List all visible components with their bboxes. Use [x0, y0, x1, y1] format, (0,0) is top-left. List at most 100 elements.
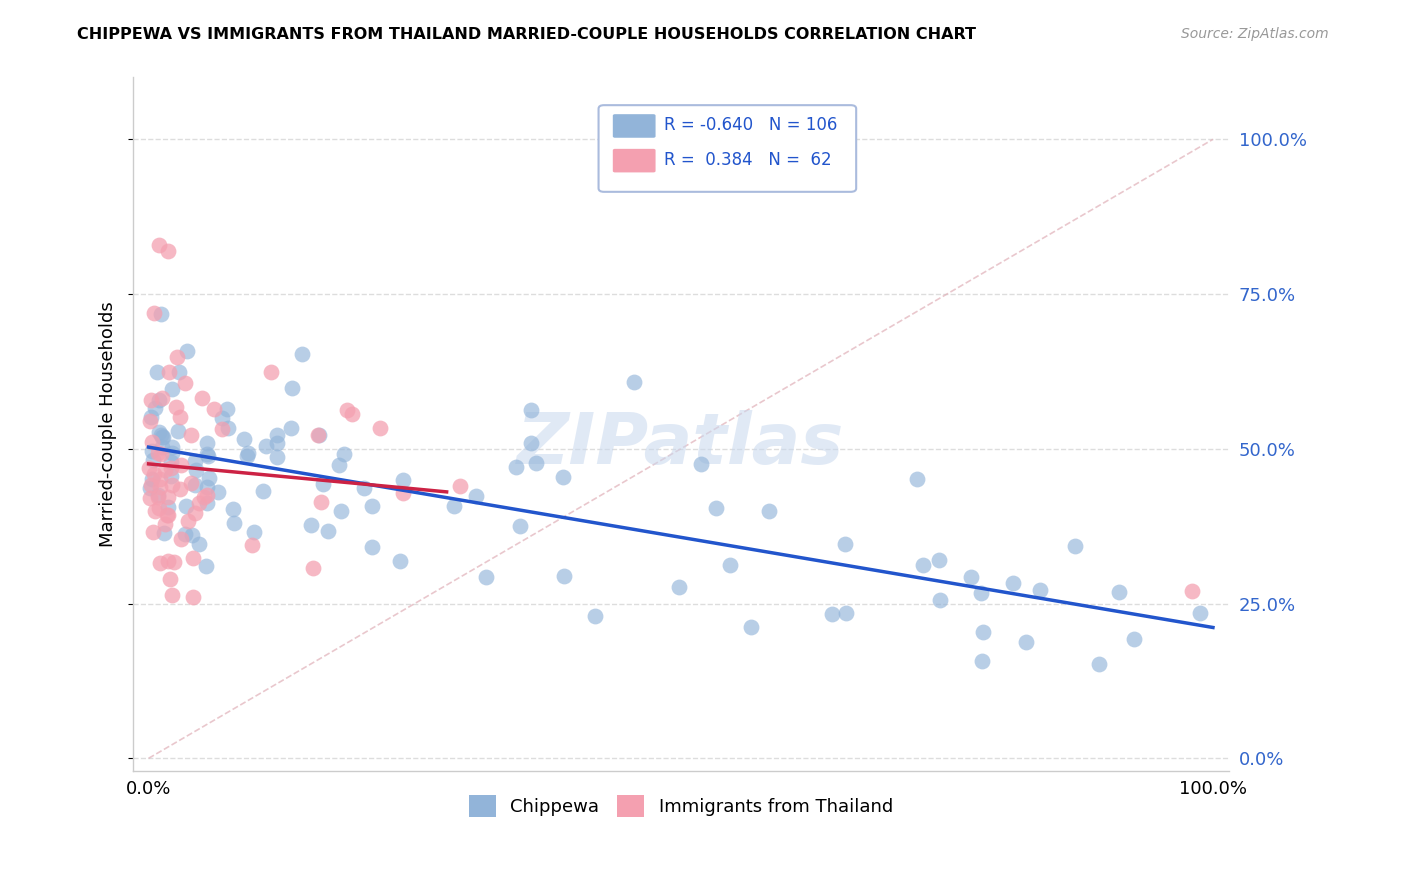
Immigrants from Thailand	[163, 555, 186, 569]
Immigrants from Thailand	[340, 407, 363, 421]
Chippewa	[139, 481, 162, 495]
Chippewa	[328, 458, 350, 472]
Chippewa	[160, 445, 183, 459]
FancyBboxPatch shape	[613, 149, 655, 172]
Immigrants from Thailand	[141, 392, 163, 407]
Chippewa	[972, 625, 994, 640]
Immigrants from Thailand	[307, 428, 329, 442]
Chippewa	[668, 580, 690, 594]
Chippewa	[758, 504, 780, 518]
Immigrants from Thailand	[150, 447, 173, 461]
Immigrants from Thailand	[156, 244, 179, 258]
Immigrants from Thailand	[138, 460, 160, 475]
Chippewa	[509, 519, 531, 533]
Immigrants from Thailand	[157, 554, 180, 568]
Immigrants from Thailand	[146, 490, 169, 504]
Chippewa	[704, 501, 727, 516]
Chippewa	[207, 485, 229, 500]
Chippewa	[252, 483, 274, 498]
Immigrants from Thailand	[180, 475, 202, 490]
Chippewa	[197, 449, 219, 463]
Chippewa	[183, 454, 205, 468]
Chippewa	[243, 525, 266, 540]
Immigrants from Thailand	[202, 401, 225, 416]
Chippewa	[526, 456, 548, 470]
Chippewa	[198, 471, 221, 485]
Immigrants from Thailand	[302, 561, 325, 575]
Immigrants from Thailand	[138, 414, 160, 428]
Chippewa	[254, 439, 277, 453]
Chippewa	[181, 527, 204, 541]
Immigrants from Thailand	[156, 508, 179, 523]
Immigrants from Thailand	[391, 485, 413, 500]
Chippewa	[1015, 634, 1038, 648]
Chippewa	[1063, 539, 1085, 553]
Chippewa	[960, 570, 983, 584]
Immigrants from Thailand	[181, 590, 204, 604]
Chippewa	[443, 499, 465, 513]
Chippewa	[280, 421, 302, 435]
Chippewa	[928, 553, 950, 567]
Chippewa	[150, 440, 173, 454]
Immigrants from Thailand	[170, 533, 193, 547]
Chippewa	[195, 447, 218, 461]
Immigrants from Thailand	[183, 506, 205, 520]
Chippewa	[143, 401, 166, 415]
Immigrants from Thailand	[260, 365, 283, 379]
Text: R =  0.384   N =  62: R = 0.384 N = 62	[664, 151, 832, 169]
Chippewa	[1029, 582, 1052, 597]
Immigrants from Thailand	[142, 467, 165, 481]
Immigrants from Thailand	[165, 401, 187, 415]
Text: Source: ZipAtlas.com: Source: ZipAtlas.com	[1181, 27, 1329, 41]
FancyBboxPatch shape	[613, 114, 655, 137]
Immigrants from Thailand	[157, 364, 180, 378]
Immigrants from Thailand	[166, 351, 188, 365]
Chippewa	[911, 558, 934, 572]
Chippewa	[388, 554, 411, 568]
Immigrants from Thailand	[155, 516, 177, 531]
Chippewa	[142, 453, 165, 467]
Chippewa	[329, 504, 352, 518]
Chippewa	[236, 446, 259, 460]
Legend: Chippewa, Immigrants from Thailand: Chippewa, Immigrants from Thailand	[461, 788, 900, 824]
Immigrants from Thailand	[336, 403, 359, 417]
Chippewa	[149, 307, 172, 321]
Immigrants from Thailand	[1181, 584, 1204, 599]
Chippewa	[834, 536, 856, 550]
Immigrants from Thailand	[159, 572, 181, 586]
Immigrants from Thailand	[141, 477, 163, 491]
Immigrants from Thailand	[309, 495, 332, 509]
Chippewa	[148, 392, 170, 407]
Chippewa	[970, 654, 993, 668]
Immigrants from Thailand	[188, 496, 211, 510]
Chippewa	[360, 540, 382, 554]
Immigrants from Thailand	[177, 514, 200, 528]
Chippewa	[266, 450, 288, 465]
Chippewa	[519, 402, 541, 417]
Immigrants from Thailand	[142, 525, 165, 540]
Immigrants from Thailand	[138, 491, 160, 505]
Chippewa	[184, 478, 207, 492]
Chippewa	[152, 430, 174, 444]
Chippewa	[141, 443, 163, 458]
Immigrants from Thailand	[193, 490, 215, 504]
Y-axis label: Married-couple Households: Married-couple Households	[100, 301, 117, 547]
Chippewa	[221, 501, 243, 516]
Chippewa	[184, 463, 207, 477]
Chippewa	[520, 435, 543, 450]
Immigrants from Thailand	[146, 445, 169, 459]
Chippewa	[928, 593, 950, 607]
Chippewa	[211, 410, 233, 425]
Immigrants from Thailand	[191, 392, 214, 406]
Chippewa	[174, 499, 197, 513]
Chippewa	[194, 558, 217, 573]
Chippewa	[266, 435, 288, 450]
Chippewa	[197, 435, 219, 450]
Chippewa	[139, 409, 162, 424]
Immigrants from Thailand	[143, 504, 166, 518]
Chippewa	[159, 455, 181, 469]
FancyBboxPatch shape	[599, 105, 856, 192]
Chippewa	[222, 516, 245, 531]
Chippewa	[217, 421, 239, 435]
Immigrants from Thailand	[170, 458, 193, 472]
